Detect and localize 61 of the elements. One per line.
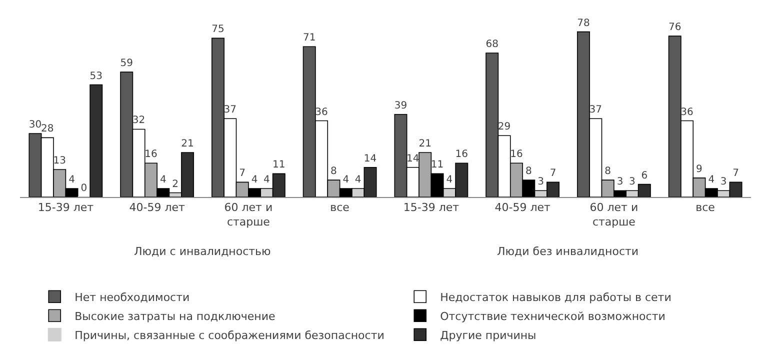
data-label: 4 — [342, 174, 350, 186]
data-label: 4 — [446, 174, 453, 186]
data-label: 11 — [430, 160, 444, 171]
legend-label: Причины, связанные с соображениями безопасности — [74, 328, 384, 342]
data-label: 4 — [264, 174, 270, 186]
data-label: 8 — [330, 166, 337, 178]
data-label: 39 — [394, 100, 408, 112]
data-label: 21 — [418, 138, 432, 150]
data-label: 3 — [538, 176, 544, 188]
data-label: 3 — [629, 176, 636, 188]
data-label: 16 — [455, 149, 468, 160]
data-label: 7 — [550, 168, 556, 180]
legend-label: Высокие затраты на подключение — [74, 310, 276, 323]
data-label: 8 — [525, 166, 532, 178]
data-label: 71 — [302, 32, 316, 44]
x-tick-label: 60 лет и старше — [590, 201, 638, 228]
data-label: 4 — [354, 174, 362, 186]
data-label: 7 — [732, 168, 739, 180]
data-label: 29 — [498, 122, 511, 133]
data-label: 37 — [589, 104, 602, 116]
data-label: 32 — [132, 115, 146, 126]
data-label: 76 — [668, 22, 682, 34]
data-label: 16 — [510, 149, 523, 160]
data-label: 8 — [604, 166, 612, 178]
x-tick-label: все — [330, 201, 350, 214]
text: Люди с инвалидностью — [134, 245, 271, 258]
data-label: 75 — [212, 24, 224, 36]
data-label: 11 — [272, 160, 286, 171]
data-label: 0 — [80, 183, 88, 194]
x-tick-label: 40-59 лет — [494, 201, 551, 214]
data-label: 28 — [41, 124, 54, 135]
text: Люди без инвалидности — [497, 245, 639, 258]
legend-label: Другие причины — [440, 328, 536, 342]
data-label: 13 — [53, 155, 66, 166]
data-label: 6 — [641, 170, 648, 182]
legend-label: Нет необходимости — [74, 290, 190, 304]
data-label: 30 — [28, 119, 42, 130]
data-label: 9 — [696, 164, 702, 175]
data-label: 3 — [720, 176, 727, 188]
legend-label: Недостаток навыков для работы в сети — [440, 290, 672, 304]
x-tick-label: 60 лет и старше — [224, 201, 273, 228]
data-label: 4 — [251, 174, 258, 186]
data-label: 21 — [181, 138, 194, 150]
data-label: 4 — [160, 174, 166, 186]
data-label: 7 — [239, 168, 246, 180]
x-tick-label: 15-39 лет — [403, 201, 460, 214]
legend-label: Отсутствие технической возможности — [440, 310, 666, 323]
data-label: 4 — [68, 174, 75, 186]
data-label: 59 — [120, 58, 133, 70]
x-tick-label: все — [696, 201, 716, 214]
data-label: 37 — [224, 104, 237, 116]
data-label: 53 — [90, 70, 103, 82]
data-label: 4 — [708, 174, 715, 186]
data-label: 78 — [577, 18, 590, 29]
data-label: 68 — [486, 39, 498, 50]
data-label: 16 — [144, 149, 158, 160]
x-tick-label: 40-59 лет — [129, 201, 186, 214]
x-tick-label: 15-39 лет — [38, 201, 94, 214]
data-label: 2 — [172, 178, 179, 190]
data-label: 3 — [616, 176, 624, 188]
data-label: 14 — [364, 153, 377, 164]
